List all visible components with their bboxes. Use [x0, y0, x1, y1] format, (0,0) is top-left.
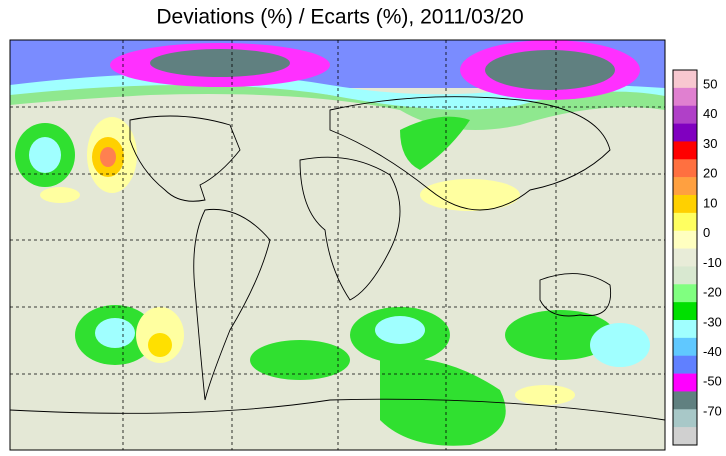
map-title: Deviations (%) / Ecarts (%), 2011/03/20: [156, 6, 523, 29]
colorbar-label: -30: [703, 314, 722, 329]
colorbar-swatch: [673, 427, 697, 446]
map-frame: [9, 39, 666, 451]
colorbar-swatch: [673, 409, 697, 428]
colorbar-label: 20: [703, 166, 717, 181]
colorbar-swatch: [673, 320, 697, 339]
colorbar-swatch: [673, 123, 697, 142]
colorbar-label: 30: [703, 136, 717, 151]
colorbar-swatch: [673, 373, 697, 392]
colorbar-label: 50: [703, 76, 717, 91]
colorbar-swatch: [673, 337, 697, 357]
colorbar: 50 40 30 20 10 0 -10 -20 -30 -40 -50 -70: [672, 69, 722, 446]
colorbar-label: -10: [703, 255, 722, 270]
colorbar-label: 10: [703, 195, 717, 210]
colorbar-swatch: [673, 248, 697, 267]
colorbar-swatch: [673, 177, 697, 196]
colorbar-swatch: [673, 195, 697, 214]
colorbar-label: 0: [703, 225, 710, 240]
colorbar-label: -70: [703, 403, 722, 418]
colorbar-swatch: [673, 391, 697, 410]
colorbar-label: -40: [703, 344, 722, 359]
colorbar-swatch: [673, 141, 697, 160]
colorbar-swatch: [673, 87, 697, 107]
colorbar-swatch: [673, 230, 697, 249]
colorbar-swatch: [673, 302, 697, 321]
colorbar-label: -20: [703, 285, 722, 300]
colorbar-label: 40: [703, 106, 717, 121]
colorbar-swatch: [673, 355, 697, 374]
colorbar-swatch: [673, 70, 697, 89]
graticule: [10, 40, 665, 450]
colorbar-swatch: [673, 105, 697, 124]
colorbar-swatch: [673, 212, 697, 232]
colorbar-swatch: [673, 266, 697, 285]
colorbar-label: -50: [703, 374, 722, 389]
map: [10, 40, 665, 450]
colorbar-swatch: [673, 284, 697, 303]
colorbar-frame: [672, 69, 698, 446]
colorbar-swatch: [673, 159, 697, 178]
